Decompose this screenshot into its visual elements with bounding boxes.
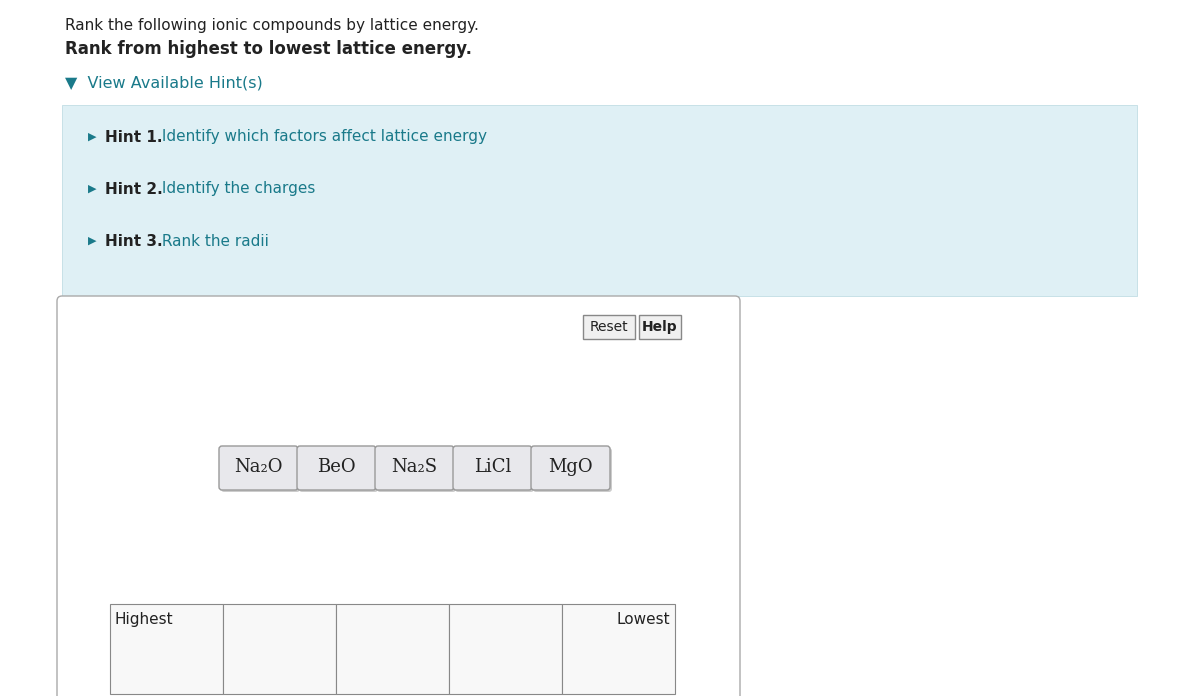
Text: ▶: ▶ (88, 184, 96, 194)
Text: Hint 2.: Hint 2. (106, 182, 163, 196)
Text: Hint 3.: Hint 3. (106, 233, 163, 248)
Text: Lowest: Lowest (617, 612, 670, 627)
FancyBboxPatch shape (299, 448, 378, 492)
Text: ▶: ▶ (88, 132, 96, 142)
Text: BeO: BeO (317, 458, 356, 476)
FancyBboxPatch shape (377, 448, 456, 492)
Text: Rank the radii: Rank the radii (157, 233, 269, 248)
Text: Na₂O: Na₂O (234, 458, 283, 476)
FancyBboxPatch shape (640, 315, 682, 339)
Text: LiCl: LiCl (474, 458, 511, 476)
FancyBboxPatch shape (454, 446, 532, 490)
FancyBboxPatch shape (220, 446, 298, 490)
FancyBboxPatch shape (583, 315, 635, 339)
Text: Rank from highest to lowest lattice energy.: Rank from highest to lowest lattice ener… (65, 40, 472, 58)
Text: Highest: Highest (115, 612, 174, 627)
Text: ▶: ▶ (88, 236, 96, 246)
FancyBboxPatch shape (223, 604, 336, 694)
Text: ▼  View Available Hint(s): ▼ View Available Hint(s) (65, 75, 263, 90)
Text: MgO: MgO (548, 458, 593, 476)
Text: Help: Help (642, 320, 678, 334)
FancyBboxPatch shape (374, 446, 454, 490)
FancyBboxPatch shape (221, 448, 300, 492)
FancyBboxPatch shape (110, 604, 223, 694)
Text: Identify which factors affect lattice energy: Identify which factors affect lattice en… (157, 129, 487, 145)
FancyBboxPatch shape (336, 604, 449, 694)
Text: Identify the charges: Identify the charges (157, 182, 316, 196)
FancyBboxPatch shape (455, 448, 534, 492)
Text: Rank the following ionic compounds by lattice energy.: Rank the following ionic compounds by la… (65, 18, 479, 33)
FancyBboxPatch shape (562, 604, 674, 694)
FancyBboxPatch shape (298, 446, 376, 490)
Text: Na₂S: Na₂S (391, 458, 438, 476)
Text: Reset: Reset (589, 320, 629, 334)
FancyBboxPatch shape (533, 448, 612, 492)
FancyBboxPatch shape (530, 446, 610, 490)
Text: Hint 1.: Hint 1. (106, 129, 162, 145)
FancyBboxPatch shape (62, 105, 1138, 296)
FancyBboxPatch shape (449, 604, 562, 694)
FancyBboxPatch shape (58, 296, 740, 696)
